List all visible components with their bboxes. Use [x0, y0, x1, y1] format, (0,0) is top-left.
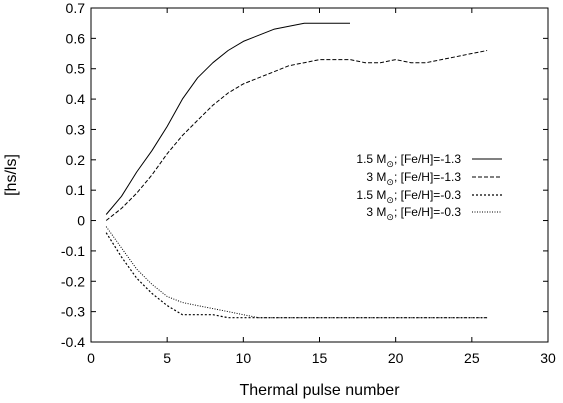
y-tick-label: 0.6 — [66, 30, 86, 46]
y-tick-label: 0.3 — [66, 121, 86, 137]
y-tick-label: -0.4 — [61, 334, 85, 350]
x-axis-label: Thermal pulse number — [239, 382, 400, 399]
y-tick-label: 0.1 — [66, 182, 86, 198]
x-tick-label: 25 — [464, 350, 480, 366]
series-line-2 — [105, 232, 488, 319]
x-tick-label: 0 — [87, 350, 95, 366]
x-tick-label: 10 — [236, 350, 252, 366]
series-line-3 — [105, 226, 488, 319]
series-lines — [105, 22, 488, 319]
y-tick-label: -0.2 — [61, 273, 85, 289]
legend-label-1: 3 M⊙; [Fe/H]=-1.3 — [366, 170, 461, 187]
legend-label-3: 3 M⊙; [Fe/H]=-0.3 — [366, 205, 461, 222]
y-tick-label: -0.1 — [61, 243, 85, 259]
y-axis-label: [hs/ls] — [3, 154, 20, 196]
legend-label-0: 1.5 M⊙; [Fe/H]=-1.3 — [356, 152, 461, 169]
y-tick-label: -0.3 — [61, 304, 85, 320]
plot-frame — [90, 7, 549, 343]
series-line-0 — [105, 22, 350, 215]
x-tick-label: 20 — [388, 350, 404, 366]
y-tick-label: 0.7 — [66, 0, 86, 16]
y-tick-label: 0 — [77, 213, 85, 229]
axis-ticks: 0 5 10 15 20 25 30 -0.4 -0.3 -0.2 -0.1 0 0.1 0.2 0.3 0.… — [61, 0, 556, 366]
legend: 1.5 M⊙; [Fe/H]=-1.33 M⊙; [Fe/H]=-1.31.5 … — [356, 152, 502, 222]
x-tick-label: 5 — [163, 350, 171, 366]
legend-label-2: 1.5 M⊙; [Fe/H]=-0.3 — [356, 188, 461, 205]
y-tick-label: 0.2 — [66, 152, 86, 168]
series-line-1 — [105, 50, 488, 221]
y-tick-label: 0.5 — [66, 61, 86, 77]
x-tick-label: 30 — [540, 350, 556, 366]
y-tick-label: 0.4 — [66, 91, 86, 107]
x-tick-label: 15 — [312, 350, 328, 366]
